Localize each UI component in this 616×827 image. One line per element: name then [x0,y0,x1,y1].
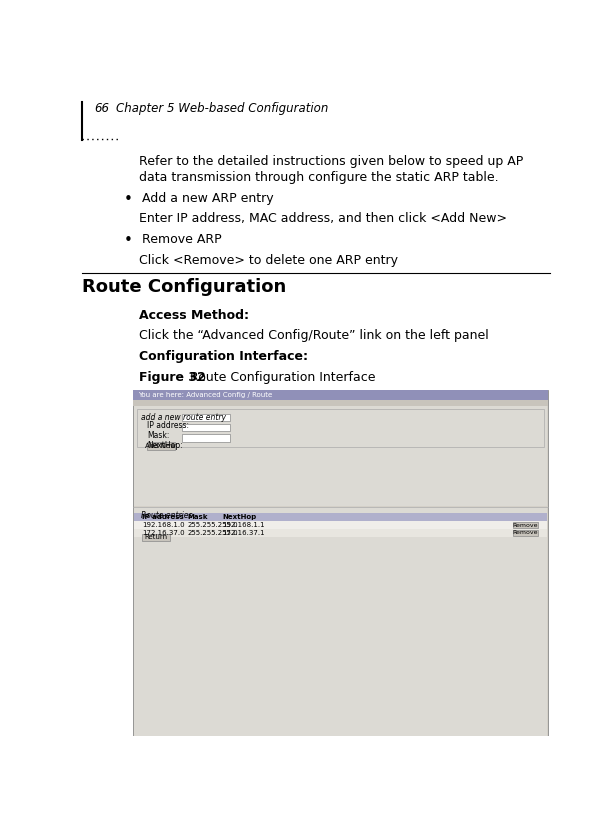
Text: You are here: Advanced Config / Route: You are here: Advanced Config / Route [138,392,272,398]
FancyBboxPatch shape [134,513,546,521]
Text: Remove: Remove [513,523,538,528]
FancyBboxPatch shape [137,409,543,447]
Text: Route Configuration Interface: Route Configuration Interface [185,371,375,384]
Text: data transmission through configure the static ARP table.: data transmission through configure the … [139,171,498,184]
Text: Mask:: Mask: [147,431,169,440]
Text: Add a new ARP entry: Add a new ARP entry [142,192,274,204]
FancyBboxPatch shape [133,390,548,400]
Text: •: • [123,233,132,248]
Text: IP address: IP address [142,514,184,520]
FancyBboxPatch shape [513,522,538,528]
Text: •: • [123,192,132,207]
FancyBboxPatch shape [182,414,230,422]
Text: Remove ARP: Remove ARP [142,233,222,246]
Text: Route entries: Route entries [140,511,192,520]
FancyBboxPatch shape [142,533,170,541]
Text: Enter IP address, MAC address, and then click <Add New>: Enter IP address, MAC address, and then … [139,213,507,226]
Text: Click <Remove> to delete one ARP entry: Click <Remove> to delete one ARP entry [139,254,398,267]
Text: Return: Return [145,534,168,540]
FancyBboxPatch shape [134,507,546,736]
FancyBboxPatch shape [513,529,538,536]
FancyBboxPatch shape [133,400,548,406]
Text: Chapter 5 Web-based Configuration: Chapter 5 Web-based Configuration [116,103,328,115]
Text: Configuration Interface:: Configuration Interface: [139,351,308,363]
Text: Refer to the detailed instructions given below to speed up AP: Refer to the detailed instructions given… [139,155,523,168]
Text: 172.16.37.1: 172.16.37.1 [223,530,265,536]
FancyBboxPatch shape [182,424,230,432]
Text: Remove: Remove [513,530,538,535]
Text: IP address:: IP address: [147,421,188,430]
Text: add a new route entry: add a new route entry [140,413,225,422]
Text: Mask: Mask [187,514,208,520]
FancyBboxPatch shape [182,434,230,442]
Text: 255.255.255.0: 255.255.255.0 [187,530,238,536]
Text: 192.168.1.0: 192.168.1.0 [142,522,185,528]
FancyBboxPatch shape [147,442,175,450]
FancyBboxPatch shape [134,406,546,506]
Text: Figure 32: Figure 32 [139,371,206,384]
FancyBboxPatch shape [134,521,546,529]
Text: Route Configuration: Route Configuration [82,278,286,296]
Text: NextHop:: NextHop: [147,441,182,450]
FancyBboxPatch shape [134,529,546,537]
Text: Click the “Advanced Config/Route” link on the left panel: Click the “Advanced Config/Route” link o… [139,328,488,342]
Text: 66: 66 [94,103,109,115]
Text: 192.168.1.1: 192.168.1.1 [223,522,265,528]
Text: Add New: Add New [145,442,176,449]
Text: NextHop: NextHop [223,514,257,520]
Text: 172.16.37.0: 172.16.37.0 [142,530,185,536]
Text: 255.255.255.0: 255.255.255.0 [187,522,238,528]
Text: Access Method:: Access Method: [139,308,249,322]
FancyBboxPatch shape [133,390,548,736]
